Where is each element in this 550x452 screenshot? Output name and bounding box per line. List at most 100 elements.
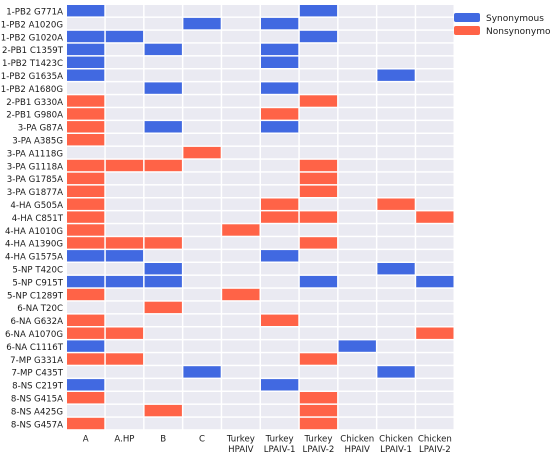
heatmap-cell [222,392,260,404]
heatmap-cell [261,327,299,339]
heatmap-cell [67,198,105,210]
heatmap-cell [105,224,144,236]
heatmap-cell [222,211,260,223]
heatmap-cell [261,82,299,94]
heatmap-cell [416,108,454,120]
heatmap-cell [144,288,182,301]
heatmap-cell [105,211,144,223]
row-label: 3-PA G1785A [7,175,63,185]
heatmap-cell [261,366,299,378]
heatmap-cell [377,301,415,314]
heatmap-cell [222,146,260,159]
heatmap-cell [338,30,376,43]
heatmap-cell [299,172,338,185]
heatmap-cell [144,404,182,417]
heatmap-cell [144,417,182,430]
heatmap-cell [416,417,454,430]
heatmap-cell [299,392,338,404]
heatmap-cell [144,108,182,120]
heatmap-cell [105,288,144,301]
heatmap-cell [105,17,144,30]
heatmap-cell [67,353,105,365]
heatmap-cell [299,327,338,339]
heatmap-cell [183,314,221,326]
heatmap-cell [183,198,221,210]
heatmap-cell [299,404,338,417]
heatmap-cell [67,56,105,68]
heatmap-cell [338,185,376,197]
heatmap-cell [261,56,299,68]
heatmap-cell [299,314,338,326]
heatmap-cell [105,121,144,133]
heatmap-cell [144,224,182,236]
heatmap-cell [377,172,415,185]
row-label: 2-PB1 G330A [6,98,63,108]
heatmap-cell [144,172,182,185]
heatmap-cell [377,17,415,30]
heatmap-cell [105,30,144,43]
heatmap-cell [416,237,454,249]
row-label: 5-NP C915T [12,278,63,288]
heatmap-cell [377,379,415,391]
heatmap-cell [222,43,260,56]
heatmap-cell [67,263,105,275]
heatmap-cell [144,95,182,107]
heatmap-cell [338,366,376,378]
heatmap-cell [338,314,376,326]
heatmap-cell [261,198,299,210]
heatmap-cell [222,134,260,146]
heatmap-cell [183,159,221,172]
row-label: 1-PB2 A1020G [1,20,63,30]
heatmap-cell [299,121,338,133]
heatmap-cell [222,366,260,378]
heatmap-cell [222,340,260,352]
heatmap-cell [105,417,144,430]
heatmap-cell [299,185,338,197]
heatmap-cell [377,43,415,56]
heatmap-cell [183,237,221,249]
legend-label: Nonsynonymous [486,27,550,37]
heatmap-cell [261,404,299,417]
column-label: Chicken HPAIV [340,435,374,452]
heatmap-cell [183,30,221,43]
heatmap-cell [416,146,454,159]
heatmap-cell [105,108,144,120]
heatmap-cell [222,288,260,301]
row-label: 4-HA A1390G [5,240,63,250]
heatmap-cell [67,417,105,430]
heatmap-cell [261,121,299,133]
row-label: 3-PA A1118G [7,149,63,159]
heatmap-cell [416,353,454,365]
heatmap-cell [222,5,260,17]
heatmap-cell [105,301,144,314]
heatmap-cell [416,263,454,275]
heatmap-cell [299,108,338,120]
heatmap-cell [67,95,105,107]
heatmap-cell [222,327,260,339]
heatmap-cell [338,237,376,249]
heatmap-cell [261,159,299,172]
heatmap-cell [105,185,144,197]
heatmap-cell [67,185,105,197]
heatmap-cell [416,5,454,17]
heatmap-cell [377,185,415,197]
heatmap-cell [416,56,454,68]
heatmap-cell [338,263,376,275]
heatmap-cell [299,417,338,430]
heatmap-cell [299,82,338,94]
heatmap-cell [299,17,338,30]
heatmap-cell [377,159,415,172]
legend: Synonymous Nonsynonymous [454,13,550,37]
heatmap-cell [377,340,415,352]
column-label: C [199,435,205,445]
column-label: Turkey HPAIV [226,435,255,452]
row-label: 1-PB2 G771A [6,7,63,17]
heatmap-cell [377,69,415,81]
heatmap-cell [183,417,221,430]
heatmap-cell [105,82,144,94]
heatmap-cell [261,224,299,236]
heatmap-cell [338,250,376,262]
heatmap-cell [183,134,221,146]
heatmap-cell [144,121,182,133]
